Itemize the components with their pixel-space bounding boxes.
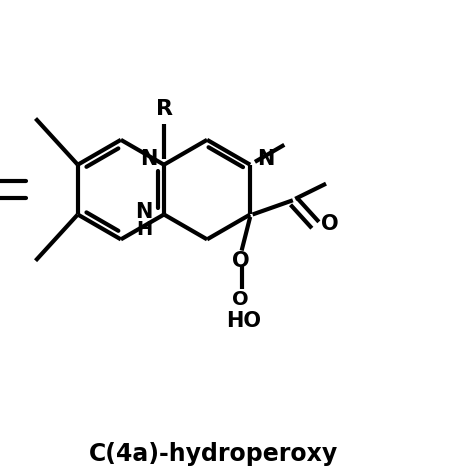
Text: C(4a)-hydroperoxy: C(4a)-hydroperoxy — [89, 442, 338, 466]
Text: N: N — [136, 202, 153, 222]
Text: O: O — [232, 290, 249, 310]
Text: R: R — [156, 99, 173, 119]
Text: HO: HO — [227, 311, 262, 331]
Text: O: O — [232, 251, 249, 271]
Text: H: H — [136, 220, 152, 239]
Text: N: N — [256, 149, 274, 169]
Text: O: O — [321, 214, 338, 234]
Text: N: N — [140, 149, 157, 169]
